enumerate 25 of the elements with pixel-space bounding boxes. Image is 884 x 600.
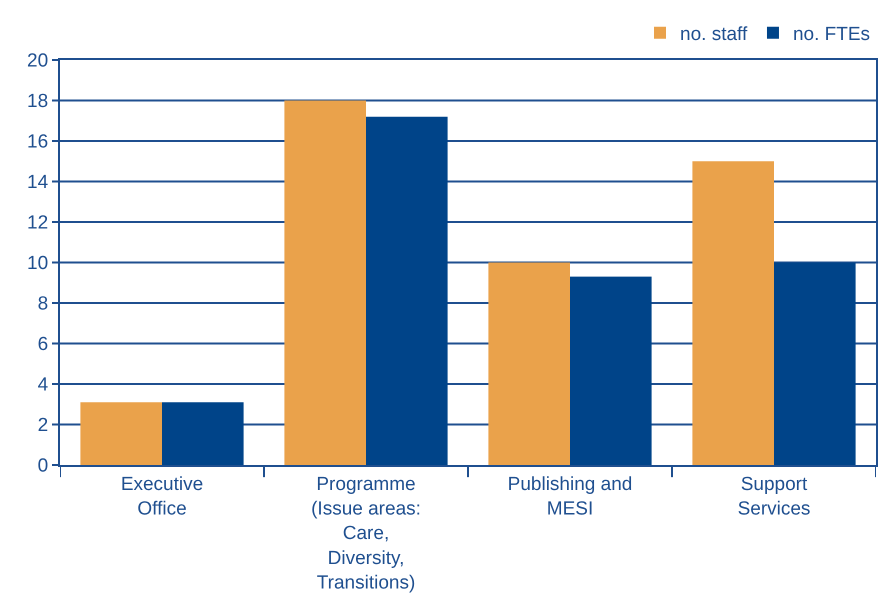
x-tick-label: Programme (Issue areas: Care, Diversity, Transitions) bbox=[311, 474, 421, 594]
y-tick-label: 16 bbox=[27, 132, 48, 153]
y-tick-label: 4 bbox=[38, 374, 49, 396]
y-tick-label: 0 bbox=[38, 456, 48, 477]
y-tick-label: 6 bbox=[38, 334, 48, 356]
bar bbox=[162, 402, 244, 465]
x-tick-label: Executive Office bbox=[120, 474, 204, 520]
y-tick-label: 20 bbox=[27, 50, 48, 72]
y-tick-label: 10 bbox=[27, 253, 48, 274]
bar bbox=[284, 100, 366, 465]
bar bbox=[80, 402, 162, 465]
bar bbox=[488, 262, 570, 465]
bar bbox=[570, 276, 652, 465]
legend-label: no. staff bbox=[680, 24, 748, 46]
x-tick-label: Support Services bbox=[738, 474, 810, 520]
bar bbox=[774, 262, 856, 465]
legend-label: no. FTEs bbox=[792, 24, 870, 46]
y-tick-label: 14 bbox=[27, 172, 49, 194]
y-tick-label: 12 bbox=[27, 212, 48, 234]
y-tick-label: 18 bbox=[27, 91, 48, 112]
y-tick-label: 8 bbox=[38, 294, 48, 315]
x-tick-label: Publishing and MESI bbox=[508, 474, 632, 520]
bar bbox=[692, 161, 774, 465]
y-tick-label: 2 bbox=[38, 415, 48, 436]
bar bbox=[366, 116, 448, 465]
